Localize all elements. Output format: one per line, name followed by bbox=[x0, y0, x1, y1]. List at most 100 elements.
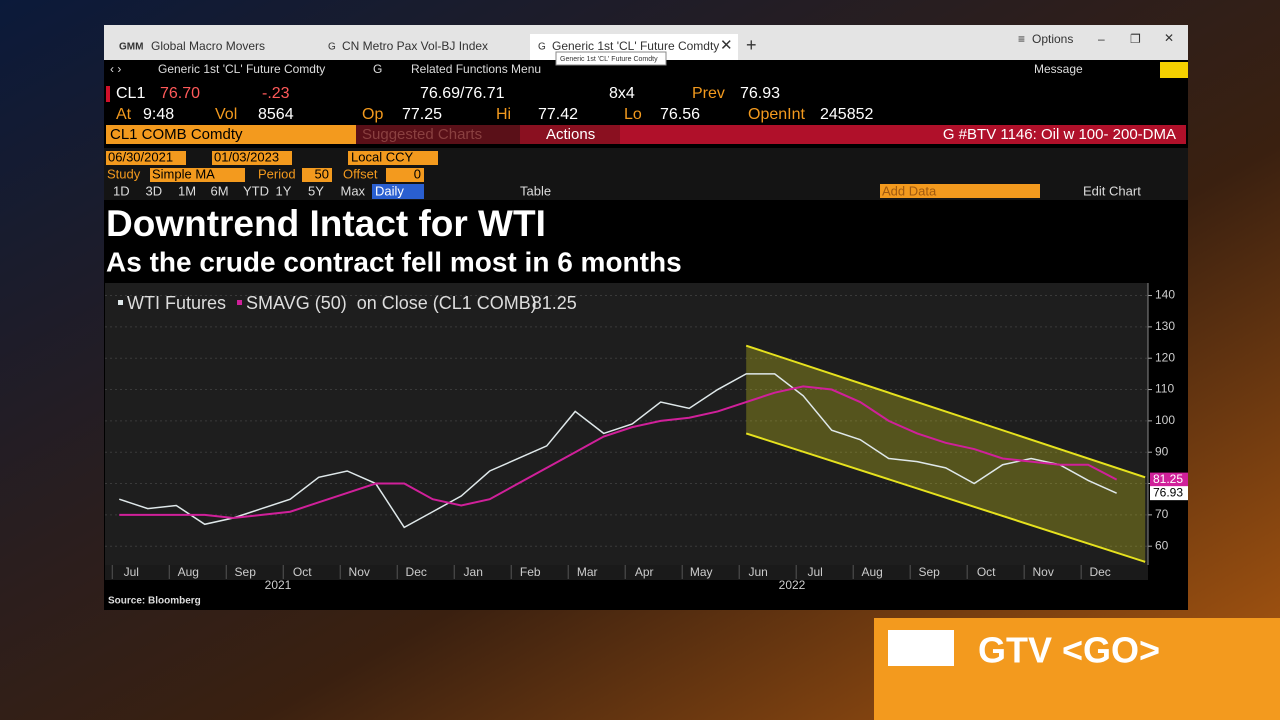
prev: 76.93 bbox=[740, 85, 780, 102]
legend-swatch bbox=[118, 300, 123, 305]
last-value-label: 81.25 bbox=[1153, 472, 1183, 486]
y-tick-label: 120 bbox=[1155, 350, 1175, 364]
story[interactable]: G #BTV 1146: Oil w 100- 200-DMA bbox=[943, 126, 1176, 143]
x-tick-label: Dec bbox=[1089, 565, 1110, 579]
x-tick-label: Jul bbox=[808, 565, 823, 579]
x-tick-label: Sep bbox=[235, 565, 257, 579]
suggested-bar[interactable] bbox=[356, 125, 520, 144]
x-tick-label: Jul bbox=[124, 565, 139, 579]
edit-chart[interactable]: Edit Chart bbox=[1083, 183, 1141, 198]
range-button[interactable]: Max bbox=[341, 183, 366, 198]
actions[interactable]: Actions bbox=[546, 126, 595, 143]
add-data[interactable]: Add Data bbox=[882, 183, 937, 198]
x-tick-label: Apr bbox=[635, 565, 654, 579]
label: Hi bbox=[496, 106, 511, 123]
change: -.23 bbox=[262, 85, 290, 102]
related-menu[interactable]: Related Functions Menu bbox=[411, 62, 541, 76]
tab[interactable]: Generic 1st 'CL' Future Comdty bbox=[552, 39, 719, 53]
period-field[interactable] bbox=[302, 168, 332, 182]
suggested-charts[interactable]: Suggested Charts bbox=[362, 126, 482, 143]
options[interactable]: ≡ bbox=[1018, 32, 1025, 46]
year-label: 2021 bbox=[265, 578, 292, 592]
currency[interactable]: Local CCY bbox=[351, 149, 413, 164]
security-bar[interactable] bbox=[106, 125, 356, 144]
legend-label: SMAVG (50) on Close (CL1 COMB) bbox=[246, 293, 537, 313]
label: Study bbox=[107, 166, 141, 181]
y-tick-label: 100 bbox=[1155, 413, 1175, 427]
open-interest: 245852 bbox=[820, 106, 873, 123]
tooltip-box bbox=[555, 51, 667, 66]
plot-area bbox=[105, 283, 1148, 565]
range-button[interactable]: YTD bbox=[243, 183, 269, 198]
range-button[interactable]: 1M bbox=[178, 183, 196, 198]
tab-prefix: G bbox=[328, 42, 336, 53]
series-line bbox=[119, 373, 1117, 529]
range-button[interactable]: 1Y bbox=[276, 183, 292, 198]
trend-line bbox=[745, 432, 1146, 563]
x-tick-label: Dec bbox=[406, 565, 427, 579]
table-button[interactable]: Table bbox=[520, 183, 551, 198]
x-tick-label: Mar bbox=[577, 565, 598, 579]
x-tick-label: Nov bbox=[349, 565, 370, 579]
help-button[interactable] bbox=[1160, 62, 1188, 78]
y-tick-label: 60 bbox=[1155, 538, 1169, 552]
open: 77.25 bbox=[402, 106, 442, 123]
minimize[interactable]: – bbox=[1098, 32, 1105, 46]
last-value-tag bbox=[1150, 486, 1188, 501]
period[interactable]: 50 bbox=[315, 166, 329, 181]
close-tab[interactable]: ✕ bbox=[720, 37, 733, 54]
x-tick-label: Oct bbox=[977, 565, 996, 579]
series-line bbox=[119, 385, 1118, 520]
range-button[interactable]: 1D bbox=[113, 183, 130, 198]
legend-swatch bbox=[237, 300, 243, 305]
ccy-field[interactable] bbox=[348, 151, 438, 165]
x-tick-label: Feb bbox=[520, 565, 541, 579]
frequency-button[interactable] bbox=[372, 184, 424, 199]
study-field[interactable] bbox=[150, 168, 245, 182]
chart-title: Downtrend Intact for WTI bbox=[106, 203, 546, 244]
time: 9:48 bbox=[143, 106, 174, 123]
range-button[interactable]: 6M bbox=[211, 183, 229, 198]
x-tick-label: May bbox=[690, 565, 713, 579]
tab[interactable]: CN Metro Pax Vol-BJ Index bbox=[342, 39, 488, 53]
y-tick-label: 140 bbox=[1155, 288, 1175, 302]
trend-channel bbox=[746, 345, 1146, 562]
last-value-tag bbox=[1150, 472, 1188, 487]
bid-ask: 76.69/76.71 bbox=[420, 85, 505, 102]
story-bar[interactable] bbox=[620, 125, 1186, 144]
end-date[interactable]: 01/03/2023 bbox=[214, 149, 279, 164]
start-date[interactable]: 06/30/2021 bbox=[108, 149, 173, 164]
offset-field[interactable] bbox=[386, 168, 424, 182]
offset[interactable]: 0 bbox=[414, 166, 421, 181]
close-window[interactable]: ✕ bbox=[1164, 31, 1174, 45]
nav[interactable]: ‹ › bbox=[110, 62, 121, 76]
banner-text[interactable]: GTV <GO> bbox=[978, 630, 1160, 671]
date-field[interactable] bbox=[106, 151, 186, 165]
source: Source: Bloomberg bbox=[108, 596, 201, 607]
options[interactable]: Options bbox=[1032, 32, 1073, 46]
maximize[interactable]: ❐ bbox=[1130, 32, 1141, 46]
message[interactable]: Message bbox=[1034, 62, 1083, 76]
range-button[interactable]: 5Y bbox=[308, 183, 324, 198]
security-field[interactable]: Generic 1st 'CL' Future Comdty bbox=[158, 62, 325, 76]
frequency[interactable]: Daily bbox=[375, 183, 404, 198]
actions-button[interactable] bbox=[520, 125, 620, 144]
add-data-field[interactable] bbox=[880, 184, 1040, 198]
x-tick-label: Jun bbox=[749, 565, 768, 579]
x-tick-label: Aug bbox=[178, 565, 199, 579]
date-field[interactable] bbox=[212, 151, 292, 165]
security: CL1 COMB Comdty bbox=[110, 126, 243, 143]
study[interactable]: Simple MA bbox=[152, 166, 215, 181]
trend-line bbox=[745, 344, 1146, 479]
range-button[interactable]: 3D bbox=[146, 183, 163, 198]
y-tick-label: 70 bbox=[1155, 507, 1169, 521]
label: OpenInt bbox=[748, 106, 805, 123]
marker bbox=[106, 86, 110, 102]
tab[interactable]: Global Macro Movers bbox=[151, 39, 265, 53]
menu-g[interactable]: G bbox=[373, 62, 382, 76]
new-tab[interactable]: + bbox=[746, 35, 757, 55]
label: Prev bbox=[692, 85, 725, 102]
last-value-label: 76.93 bbox=[1153, 485, 1183, 499]
volume: 8564 bbox=[258, 106, 294, 123]
x-tick-label: Nov bbox=[1032, 565, 1053, 579]
